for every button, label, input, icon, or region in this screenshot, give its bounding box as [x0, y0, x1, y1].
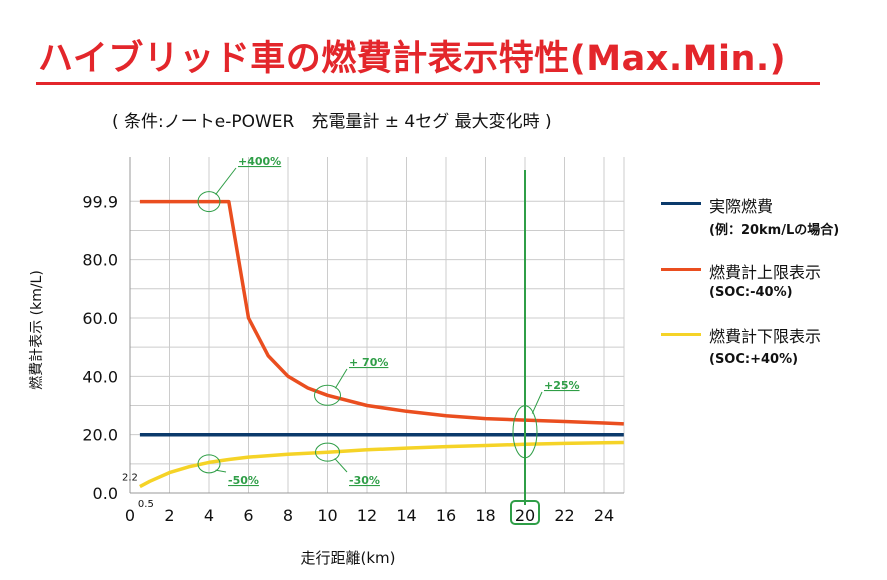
- marker-box: [510, 500, 540, 525]
- annotation-circle: [197, 454, 221, 474]
- x-tick-label: 18: [475, 506, 495, 525]
- page-subtitle: ( 条件:ノートe-POWER 充電量計 ± 4セグ 最大変化時 ): [112, 112, 552, 132]
- annotation-circle: [315, 442, 340, 462]
- y-tick-label: 99.9: [82, 193, 118, 212]
- x-tick-label: 2: [164, 506, 174, 525]
- annotation-leader: [531, 391, 543, 414]
- legend-sub-upper: (SOC:-40%): [709, 285, 793, 300]
- x-tick-label: 20: [515, 506, 535, 525]
- annotation-leader: [334, 368, 348, 389]
- y-tick-label: 80.0: [82, 251, 118, 270]
- x-tick-label: 24: [594, 506, 614, 525]
- chart-ticks: 0 2 4 6 8 10 12 14 16 18 20 22 240.020.040.060.080.0…: [82, 193, 614, 525]
- x-tick-label: 10: [317, 506, 337, 525]
- annotation-leader: [334, 458, 348, 473]
- y-tick-label: 60.0: [82, 309, 118, 328]
- x-tick-label: 6: [243, 506, 253, 525]
- x-tick-label: 16: [436, 506, 456, 525]
- legend-sub-actual: (例：20km/Lの場合): [709, 223, 840, 238]
- y-axis-label: 燃費計表示 (km/L): [28, 270, 45, 390]
- annotation-label: + 70%: [349, 356, 388, 369]
- annotation-label: -50%: [228, 474, 259, 487]
- x-axis-label: 走行距離(km): [300, 549, 395, 567]
- annotation-circle: [197, 191, 221, 213]
- chart-axes: [129, 157, 624, 494]
- y-tick-label: 20.0: [82, 426, 118, 445]
- legend-line-lower: [661, 333, 701, 336]
- point-label: 2.2: [122, 473, 138, 484]
- title-underline: [36, 82, 820, 85]
- x-tick-label: 0: [125, 506, 135, 525]
- page-title: ハイブリッド車の燃費計表示特性(Max.Min.): [38, 39, 787, 79]
- annotation-leader: [215, 167, 237, 195]
- legend-label-lower: 燃費計下限表示: [709, 327, 822, 346]
- annotation-circle: [512, 405, 538, 459]
- legend-line-upper: [661, 268, 701, 271]
- series-line-1: [139, 199, 624, 426]
- annotation-label: -30%: [349, 474, 380, 487]
- annotation-circle: [314, 384, 341, 406]
- y-tick-label: 40.0: [82, 367, 118, 386]
- legend-line-actual: [661, 202, 701, 205]
- y-tick-label: 0.0: [93, 484, 118, 503]
- x-tick-label: 14: [396, 506, 416, 525]
- annotation-label: +25%: [544, 379, 580, 392]
- legend-label-upper: 燃費計上限表示: [709, 263, 822, 282]
- annotation-leader: [215, 469, 227, 473]
- annotation-label: +400%: [238, 155, 281, 168]
- chart-series: [139, 199, 624, 489]
- point-label: 0.5: [138, 499, 154, 510]
- legend-sub-lower: (SOC:+40%): [709, 352, 799, 367]
- x-tick-label: 22: [554, 506, 574, 525]
- x-tick-label: 8: [283, 506, 293, 525]
- legend-label-actual: 実際燃費: [709, 197, 774, 216]
- chart-annotations: +400% + 70% +25% -50% -30%: [197, 155, 580, 525]
- x-tick-label: 12: [357, 506, 377, 525]
- x-tick-label: 4: [204, 506, 214, 525]
- series-line-2: [139, 440, 624, 489]
